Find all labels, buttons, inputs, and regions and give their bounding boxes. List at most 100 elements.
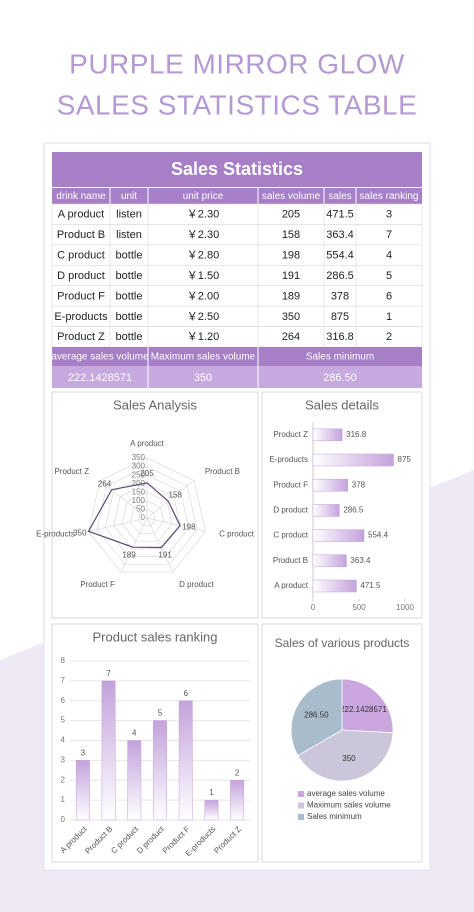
table-row <box>51 264 423 287</box>
table-cell: 378 <box>331 290 349 302</box>
bar <box>127 740 142 821</box>
r-tick-label: 150 <box>132 487 146 496</box>
bar <box>312 554 347 568</box>
y-tick-label: 8 <box>61 656 66 665</box>
table-cell: 6 <box>386 290 392 302</box>
bar <box>178 700 193 821</box>
table-cell: 2 <box>386 331 392 343</box>
radar-spoke <box>88 517 148 532</box>
bar <box>75 760 90 821</box>
radar-ring <box>113 483 181 550</box>
data-label: 7 <box>106 669 111 678</box>
r-tick-label: 200 <box>132 479 146 488</box>
table-row <box>51 244 423 266</box>
data-label: 1 <box>209 788 214 797</box>
bar <box>312 428 343 442</box>
legend-label: Sales minimum <box>307 812 362 821</box>
table-title: Sales Statistics <box>171 159 303 179</box>
pie-slice <box>341 678 394 734</box>
table-cell: 554.4 <box>326 249 354 261</box>
category-label: Product B <box>273 556 308 565</box>
table-cell: ￥2.30 <box>187 229 219 241</box>
table-cell: ￥2.50 <box>187 311 219 323</box>
table-cell: 5 <box>386 270 392 282</box>
table-cell: A product <box>58 209 104 221</box>
radar-spoke <box>99 480 148 519</box>
table-cell: D product <box>57 270 105 282</box>
summary-header <box>52 347 422 366</box>
category-label: A product <box>130 439 165 448</box>
table-cell: 875 <box>331 311 349 323</box>
table-cell: E-products <box>54 311 108 323</box>
summary-label: Maximum sales volume <box>151 352 256 363</box>
data-label: 471.5 <box>360 581 381 590</box>
column-header: sales ranking <box>360 191 419 202</box>
data-label: 363.4 <box>350 556 371 565</box>
y-tick-label: 7 <box>61 676 66 685</box>
data-label: 350 <box>342 754 356 763</box>
bar <box>230 780 245 821</box>
table-cell: Product Z <box>57 331 105 343</box>
r-tick-label: 50 <box>136 505 145 514</box>
radar-ring <box>104 474 190 557</box>
radar-spoke <box>120 517 148 573</box>
chart-title: Product sales ranking <box>92 629 217 644</box>
radar-spoke <box>146 480 195 519</box>
category-label: D product <box>179 580 214 589</box>
table-cell: ￥1.20 <box>187 331 219 343</box>
header-subtitle: SALES STATISTICS TABLE <box>57 89 418 120</box>
data-label: 205 <box>140 469 154 478</box>
column-header: unit price <box>183 191 224 202</box>
pie-slice <box>297 729 394 782</box>
bar <box>312 453 394 467</box>
table-cell: 1 <box>386 311 392 323</box>
category-label: Product F <box>273 480 308 489</box>
category-label: A product <box>274 581 309 590</box>
table-row <box>51 224 423 246</box>
y-tick-label: 1 <box>61 795 66 804</box>
table-cell: 363.4 <box>326 229 354 241</box>
x-tick-label: 500 <box>352 603 366 612</box>
chart-title: Sales Analysis <box>113 397 197 412</box>
bar <box>101 680 116 821</box>
table-cell: 350 <box>282 311 300 323</box>
category-label: Product F <box>80 580 115 589</box>
data-label: 3 <box>81 748 86 757</box>
r-tick-label: 0 <box>141 513 146 522</box>
data-label: 189 <box>122 550 136 559</box>
table-cell: 189 <box>282 290 300 302</box>
table-cell: Product F <box>57 290 105 302</box>
header-title: PURPLE MIRROR GLOW <box>69 48 405 79</box>
column-header: unit <box>121 191 137 202</box>
y-tick-label: 2 <box>61 775 66 784</box>
pie-slice <box>290 678 343 757</box>
chart-title: Sales details <box>305 397 379 412</box>
table-cell: 158 <box>282 229 300 241</box>
summary-label: Sales minimum <box>306 352 374 363</box>
table-row <box>51 285 423 307</box>
y-tick-label: 4 <box>61 736 66 745</box>
category-label: E-products <box>36 530 75 539</box>
table-row <box>51 326 423 348</box>
table-cell: bottle <box>116 331 143 343</box>
column-header: sales <box>328 191 351 202</box>
y-tick-label: 0 <box>61 815 66 824</box>
table-cell: ￥1.50 <box>187 270 219 282</box>
category-label: Product B <box>205 467 240 476</box>
x-tick-label: 0 <box>311 603 316 612</box>
table-cell: bottle <box>116 270 143 282</box>
summary-value: 286.50 <box>323 372 357 384</box>
column-header: drink name <box>56 191 106 202</box>
bar <box>153 720 167 821</box>
summary-value: 350 <box>194 372 212 384</box>
table-cell: bottle <box>116 290 143 302</box>
category-label: Product Z <box>54 467 89 476</box>
table-cell: 7 <box>386 229 392 241</box>
table-cell: 316.8 <box>326 331 354 343</box>
bar <box>204 799 219 821</box>
radar-ring <box>138 509 156 527</box>
table-cell: listen <box>116 229 142 241</box>
table-cell: listen <box>116 209 142 221</box>
category-label: Product Z <box>273 430 308 439</box>
